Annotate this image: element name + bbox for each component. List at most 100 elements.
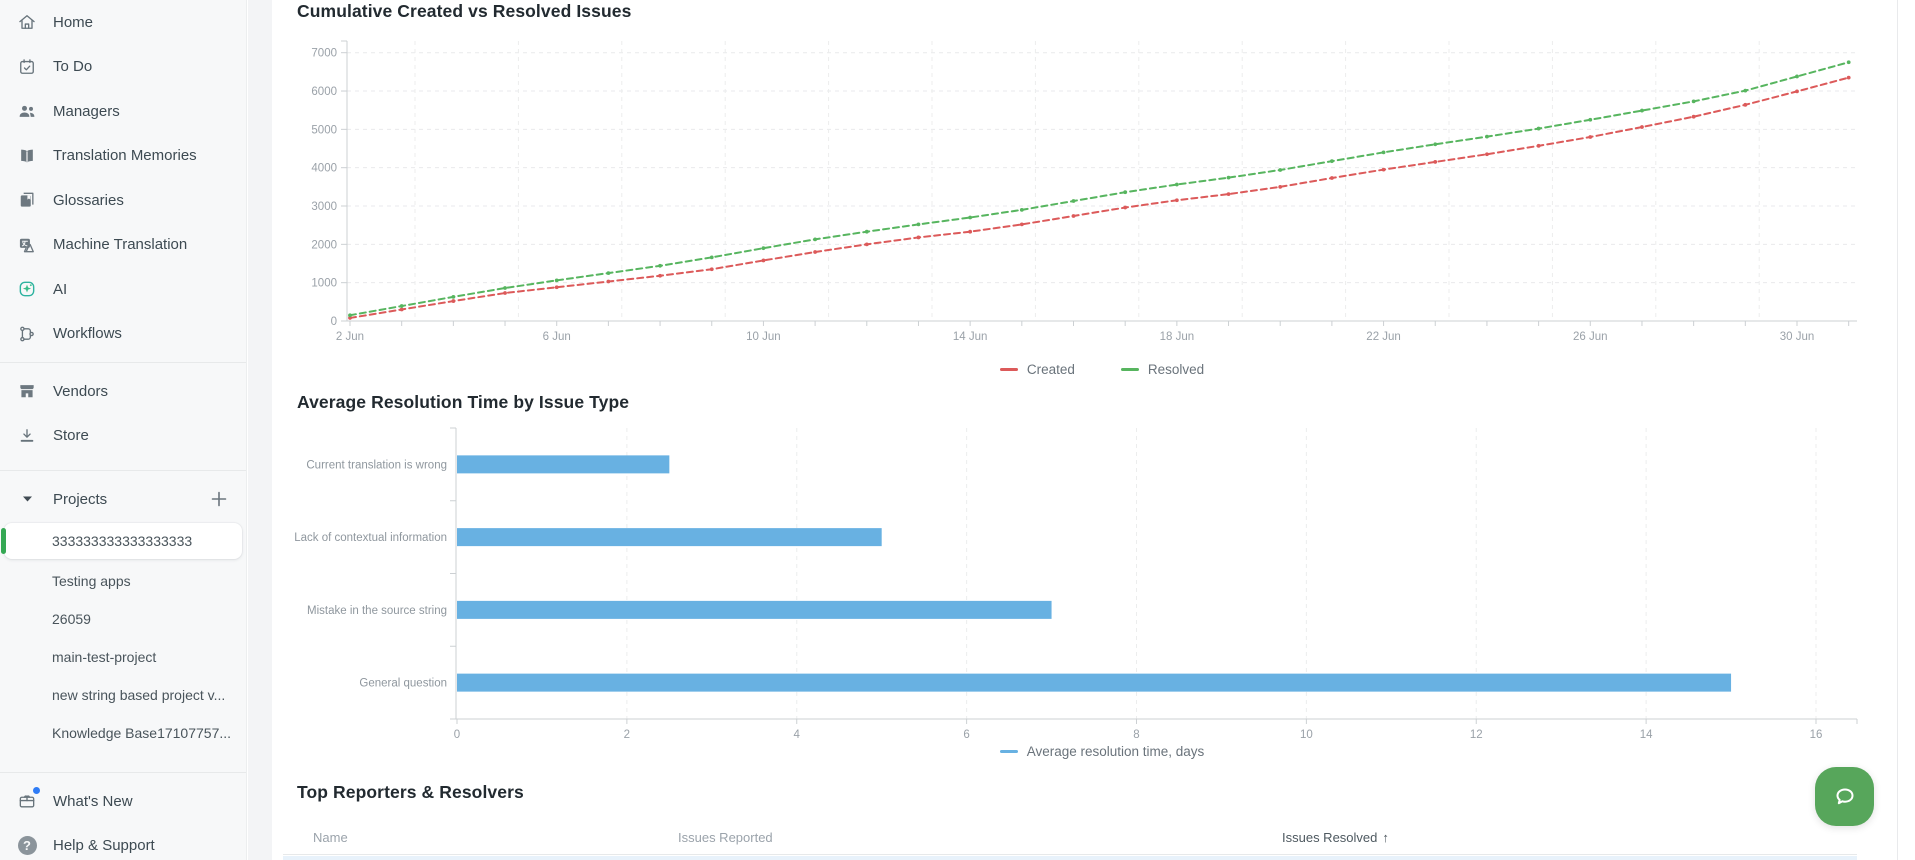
category-label: Lack of contextual information <box>294 532 447 544</box>
store-download-icon <box>16 425 38 447</box>
project-item-26059[interactable]: 26059 <box>0 601 246 637</box>
bar-mistake-in-the-source-string[interactable] <box>457 600 1052 619</box>
chat-launcher-button[interactable] <box>1815 767 1874 826</box>
column-header-issues-resolved[interactable]: Issues Resolved ↑ <box>1282 830 1389 845</box>
category-label: Current translation is wrong <box>306 459 447 471</box>
bar-chart-title: Average Resolution Time by Issue Type <box>297 392 630 412</box>
sidebar-footer: What's New Help & Support <box>0 766 246 860</box>
svg-text:12: 12 <box>1470 729 1483 741</box>
svg-text:3000: 3000 <box>311 201 337 213</box>
svg-text:14 Jun: 14 Jun <box>953 331 988 343</box>
column-header-issues-reported[interactable]: Issues Reported <box>678 830 773 845</box>
sidebar-item-glossaries[interactable]: Glossaries <box>0 178 246 223</box>
legend-item-avg-resolution-time[interactable]: Average resolution time, days <box>999 744 1204 759</box>
translation-memories-icon <box>16 145 38 167</box>
legend-item-resolved[interactable]: Resolved <box>1120 362 1204 377</box>
legend-item-created[interactable]: Created <box>999 362 1075 377</box>
sidebar-item-managers[interactable]: Managers <box>0 89 246 134</box>
sidebar-item-home[interactable]: Home <box>0 0 246 45</box>
project-item-label: 26059 <box>52 611 91 627</box>
svg-text:2 Jun: 2 Jun <box>336 331 364 343</box>
scrollbar[interactable] <box>1897 0 1915 860</box>
bar-general-question[interactable] <box>457 673 1732 692</box>
sidebar-item-ai[interactable]: AI <box>0 267 246 312</box>
svg-text:26 Jun: 26 Jun <box>1573 331 1608 343</box>
svg-text:30 Jun: 30 Jun <box>1780 331 1815 343</box>
svg-text:2000: 2000 <box>311 239 337 251</box>
chevron-down-icon[interactable] <box>16 495 38 503</box>
bar-current-translation-is-wrong[interactable] <box>457 455 670 474</box>
project-item-333333333333333333[interactable]: 333333333333333333 <box>1 523 242 559</box>
svg-text:10 Jun: 10 Jun <box>746 331 781 343</box>
project-item-new-string-based-project-v[interactable]: new string based project v... <box>0 677 246 713</box>
projects-section-label[interactable]: Projects <box>53 490 108 508</box>
sidebar-item-what-s-new[interactable]: What's New <box>0 779 246 824</box>
project-item-label: new string based project v... <box>52 687 226 703</box>
sidebar-item-label: AI <box>53 280 68 298</box>
sidebar-item-label: Vendors <box>53 382 109 400</box>
svg-text:4000: 4000 <box>311 163 337 175</box>
cumulative-created-vs-resolved-line-chart: 0 1000 2000 3000 4000 5000 6000 7000 2 Jun 6 Jun 1… <box>311 40 1857 343</box>
line-chart-axes: 0 1000 2000 3000 4000 5000 6000 7000 2 Jun 6 Jun 1… <box>311 40 1857 343</box>
sidebar-item-label: Machine Translation <box>53 236 188 254</box>
svg-text:7000: 7000 <box>311 48 337 60</box>
sidebar-item-workflows[interactable]: Workflows <box>0 312 246 357</box>
sidebar-nav-secondary: Vendors Store <box>0 369 246 458</box>
sidebar-item-label: To Do <box>53 58 93 76</box>
table-title: Top Reporters & Resolvers <box>297 782 524 802</box>
category-label: Mistake in the source string <box>307 605 447 617</box>
svg-text:6000: 6000 <box>311 86 337 98</box>
chat-bubble-icon <box>1831 783 1859 811</box>
legend-dash <box>999 368 1018 371</box>
project-list: 333333333333333333 Testing apps 26059 main-… <box>0 523 246 751</box>
sidebar: Home To Do Managers Translation Memories Glo… <box>0 0 247 860</box>
whats-new-icon <box>16 787 40 812</box>
todo-calendar-icon <box>16 56 38 78</box>
table-row[interactable] <box>283 856 1857 860</box>
ai-sparkle-icon <box>16 278 38 300</box>
project-item-label: Testing apps <box>52 573 131 589</box>
legend-dash <box>999 750 1018 753</box>
sidebar-item-label: Translation Memories <box>53 147 197 165</box>
add-project-button[interactable] <box>208 488 230 510</box>
sidebar-item-label: Home <box>53 13 94 31</box>
sidebar-divider <box>0 470 246 471</box>
svg-text:5000: 5000 <box>311 124 337 136</box>
column-header-label: Issues Reported <box>678 830 773 845</box>
svg-text:18 Jun: 18 Jun <box>1160 331 1195 343</box>
svg-text:1000: 1000 <box>311 278 337 290</box>
sidebar-item-translation-memories[interactable]: Translation Memories <box>0 134 246 179</box>
svg-text:2: 2 <box>624 729 630 741</box>
selected-project-accent-bar <box>1 528 6 554</box>
column-header-name[interactable]: Name <box>313 830 348 845</box>
workflows-icon <box>16 323 38 345</box>
column-header-label: Issues Resolved <box>1282 830 1378 845</box>
home-icon <box>16 11 38 33</box>
sidebar-item-to-do[interactable]: To Do <box>0 45 246 90</box>
svg-text:6 Jun: 6 Jun <box>543 331 571 343</box>
sidebar-item-label: Glossaries <box>53 191 124 209</box>
bar-chart-grid <box>626 428 1817 719</box>
legend-dash <box>1120 368 1139 371</box>
project-item-testing-apps[interactable]: Testing apps <box>0 563 246 599</box>
svg-text:6: 6 <box>963 729 969 741</box>
sidebar-item-store[interactable]: Store <box>0 414 246 459</box>
series-resolved <box>348 60 1851 318</box>
sidebar-item-help-support[interactable]: Help & Support <box>0 824 246 860</box>
projects-section-header: Projects <box>0 479 246 519</box>
project-item-main-test-project[interactable]: main-test-project <box>0 639 246 675</box>
sidebar-item-vendors[interactable]: Vendors <box>0 369 246 414</box>
svg-text:22 Jun: 22 Jun <box>1366 331 1401 343</box>
content-gutter <box>248 0 272 860</box>
content-panel <box>272 0 1898 860</box>
sidebar-divider <box>0 772 246 773</box>
project-item-knowledge-base17107757[interactable]: Knowledge Base17107757... <box>0 715 246 751</box>
managers-icon <box>16 100 38 122</box>
bar-lack-of-contextual-information[interactable] <box>457 528 882 547</box>
legend-label: Created <box>1026 362 1075 377</box>
glossaries-icon <box>16 189 38 211</box>
svg-text:16: 16 <box>1810 729 1823 741</box>
table-header-row: Name Issues Reported Issues Resolved ↑ <box>283 826 1857 855</box>
sidebar-item-machine-translation[interactable]: Machine Translation <box>0 223 246 268</box>
